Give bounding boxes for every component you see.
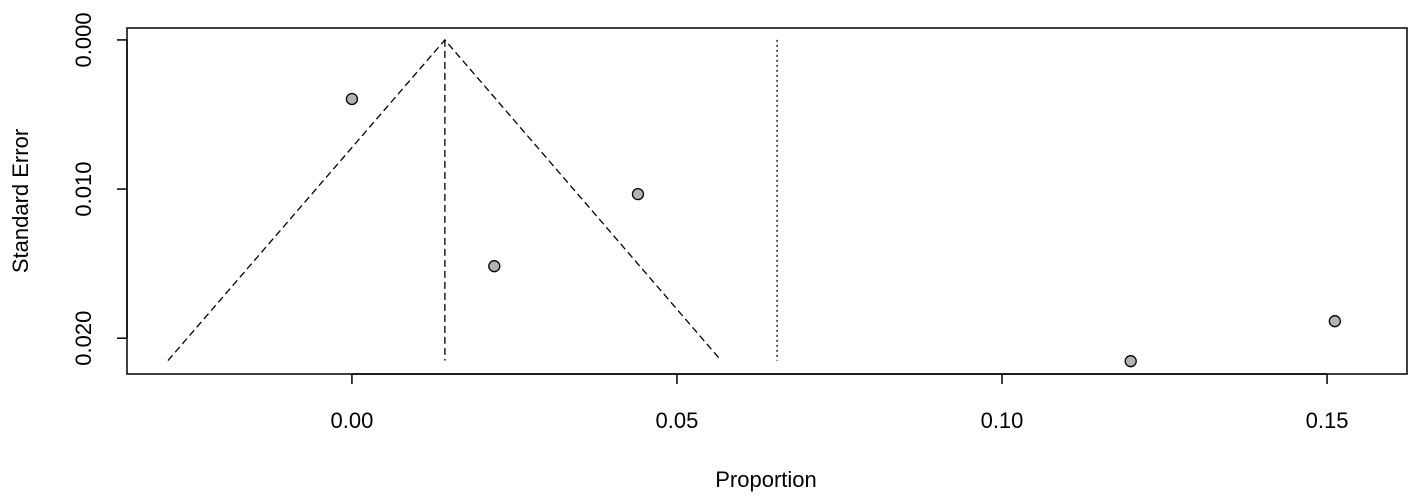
plot-box [126, 27, 1408, 375]
y-tick-label: 0.020 [71, 311, 96, 366]
data-point [488, 260, 501, 273]
y-tick-label: 0.000 [71, 12, 96, 67]
data-point [1328, 315, 1341, 328]
y-tick-label: 0.010 [71, 162, 96, 217]
data-point [1124, 355, 1137, 368]
x-tick-label: 0.15 [1306, 408, 1349, 433]
data-point [345, 92, 359, 106]
x-tick-label: 0.00 [331, 408, 374, 433]
y-axis-label: Standard Error [8, 129, 33, 273]
x-tick-label: 0.10 [981, 408, 1024, 433]
x-tick-label: 0.05 [656, 408, 699, 433]
x-axis-label: Proportion [715, 467, 817, 492]
data-point [631, 187, 645, 201]
